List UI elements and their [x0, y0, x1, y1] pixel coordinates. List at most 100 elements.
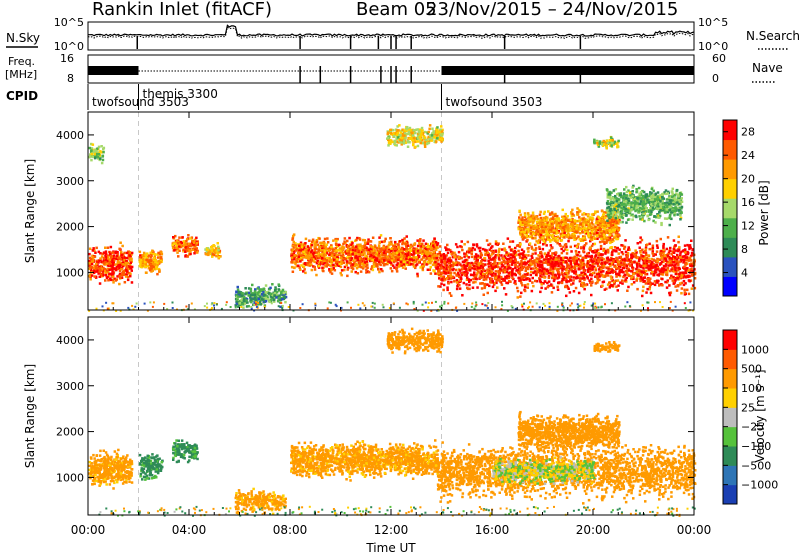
- power-cell: [184, 251, 187, 254]
- power-cell: [536, 257, 539, 260]
- power-cell: [360, 270, 363, 273]
- power-cell: [612, 259, 615, 262]
- power-cell: [93, 270, 96, 273]
- power-cell: [613, 281, 616, 284]
- power-cell: [428, 257, 431, 260]
- power-cell: [278, 283, 281, 286]
- power-cell: [645, 270, 648, 273]
- power-cell: [243, 300, 246, 303]
- power-cell: [241, 292, 244, 295]
- power-cell: [438, 274, 441, 277]
- power-cell: [125, 275, 128, 278]
- power-cell: [635, 256, 638, 259]
- power-cell: [441, 257, 444, 260]
- power-cell: [342, 243, 345, 246]
- power-cell: [551, 261, 554, 264]
- power-cell: [508, 266, 511, 269]
- power-cell: [610, 284, 613, 287]
- power-cell: [427, 269, 430, 272]
- power-cell: [607, 249, 610, 252]
- power-cell: [418, 261, 421, 264]
- power-cell: [535, 274, 538, 277]
- power-cell: [554, 277, 557, 280]
- power-cell: [291, 266, 294, 269]
- power-cell: [372, 237, 375, 240]
- power-cell: [483, 294, 486, 297]
- power-cell: [673, 248, 676, 251]
- power-cell: [520, 282, 523, 285]
- power-cell: [307, 262, 310, 265]
- power-cell: [123, 252, 126, 255]
- power-cell: [661, 256, 664, 259]
- power-cell: [601, 240, 604, 243]
- power-cell: [357, 272, 360, 275]
- power-cell: [120, 268, 123, 271]
- power-cell: [644, 273, 647, 276]
- power-cell: [514, 283, 517, 286]
- power-cell: [539, 275, 542, 278]
- power-cell: [618, 267, 621, 270]
- power-cell: [304, 272, 307, 275]
- power-cell: [498, 273, 501, 276]
- power-cell: [646, 278, 649, 281]
- power-cell: [291, 261, 294, 264]
- power-cell: [503, 258, 506, 261]
- power-cell: [526, 273, 529, 276]
- power-cell: [321, 261, 324, 264]
- power-cell: [508, 246, 511, 249]
- power-cell: [480, 260, 483, 263]
- power-cell: [548, 280, 551, 283]
- power-cell: [123, 256, 126, 259]
- power-cell: [249, 298, 252, 301]
- power-cell: [580, 261, 583, 264]
- power-cell: [403, 248, 406, 251]
- power-cell: [89, 278, 92, 281]
- power-cell: [680, 292, 683, 295]
- power-cell: [527, 250, 530, 253]
- power-cell: [367, 251, 370, 254]
- power-cell: [418, 256, 421, 258]
- power-cell: [265, 300, 268, 303]
- power-cell: [472, 247, 475, 250]
- power-cell: [607, 258, 610, 261]
- power-cell: [104, 270, 107, 273]
- power-cell: [484, 263, 487, 266]
- power-cell: [669, 247, 672, 250]
- power-cell: [611, 251, 614, 254]
- power-cell: [459, 269, 462, 272]
- power-cell: [237, 295, 240, 298]
- power-cell: [419, 266, 422, 269]
- power-cell: [346, 260, 349, 263]
- power-cell: [557, 271, 560, 274]
- power-cell: [271, 283, 274, 286]
- power-cell: [302, 251, 305, 254]
- power-cell: [130, 266, 133, 269]
- power-cell: [126, 257, 129, 260]
- power-cell: [457, 256, 460, 259]
- power-cell: [631, 283, 634, 286]
- power-cell: [424, 261, 427, 264]
- power-cell: [383, 259, 386, 262]
- power-cell: [461, 249, 464, 252]
- power-cell: [141, 254, 144, 257]
- power-cell: [507, 237, 510, 240]
- power-cell: [299, 269, 302, 272]
- power-cell: [447, 275, 450, 278]
- power-cell: [460, 277, 463, 280]
- power-cell: [463, 243, 466, 246]
- power-cell: [95, 265, 98, 268]
- power-cell: [676, 260, 679, 263]
- power-cell: [283, 292, 286, 295]
- power-cell: [268, 292, 271, 295]
- power-cell: [546, 254, 549, 256]
- power-cell: [484, 254, 487, 257]
- power-cell: [317, 255, 320, 258]
- power-cell: [572, 282, 575, 285]
- power-cell: [425, 252, 428, 255]
- nsearch-label: N.Search: [746, 29, 800, 43]
- power-cell: [189, 250, 192, 253]
- power-cell: [300, 264, 303, 267]
- power-cell: [157, 260, 160, 263]
- power-cell: [437, 242, 440, 245]
- power-cell: [100, 273, 103, 276]
